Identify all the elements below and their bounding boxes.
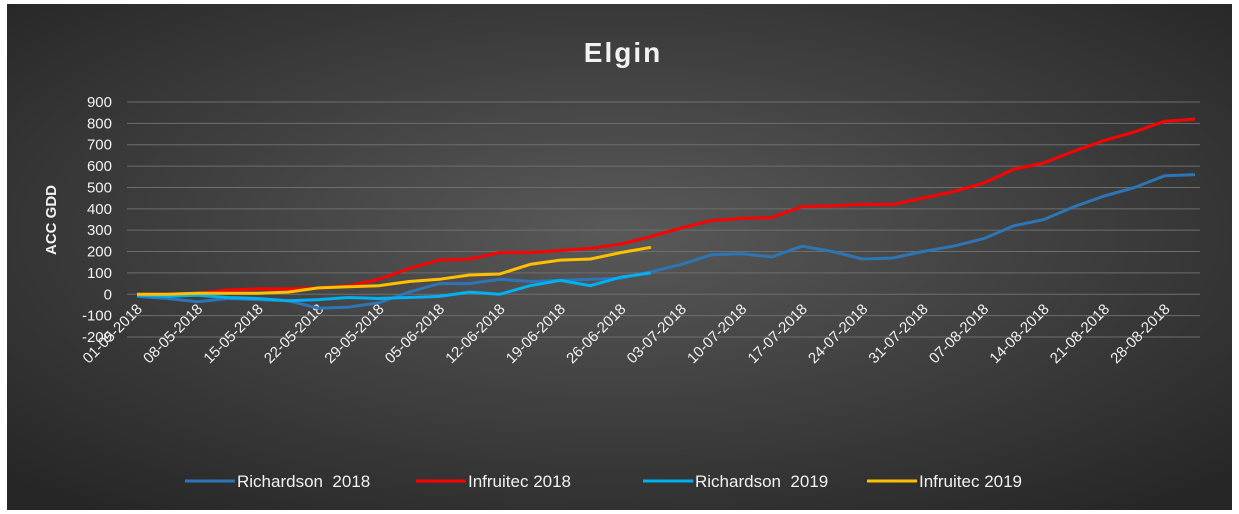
y-tick-label: 800 [87, 115, 112, 132]
y-tick-label: 0 [104, 286, 112, 303]
y-tick-label: -200 [82, 329, 112, 346]
chart-title: Elgin [584, 37, 662, 68]
y-tick-label: -100 [82, 308, 112, 325]
legend-label: Richardson 2019 [695, 472, 828, 491]
y-tick-label: 100 [87, 265, 112, 282]
legend-label: Richardson 2018 [237, 472, 370, 491]
y-tick-label: 700 [87, 137, 112, 154]
legend-label: Infruitec 2018 [468, 472, 571, 491]
y-tick-label: 600 [87, 158, 112, 175]
series-line [137, 245, 652, 296]
legend-label: Infruitec 2019 [919, 472, 1022, 491]
y-tick-label: 200 [87, 244, 112, 261]
y-tick-label: 300 [87, 222, 112, 239]
series-line [136, 173, 1196, 310]
y-tick-label: 500 [87, 179, 112, 196]
y-tick-label: 900 [87, 94, 112, 111]
y-axis-label: ACC GDD [43, 185, 60, 255]
series-line [136, 271, 652, 303]
background [7, 4, 1232, 510]
y-tick-label: 400 [87, 201, 112, 218]
